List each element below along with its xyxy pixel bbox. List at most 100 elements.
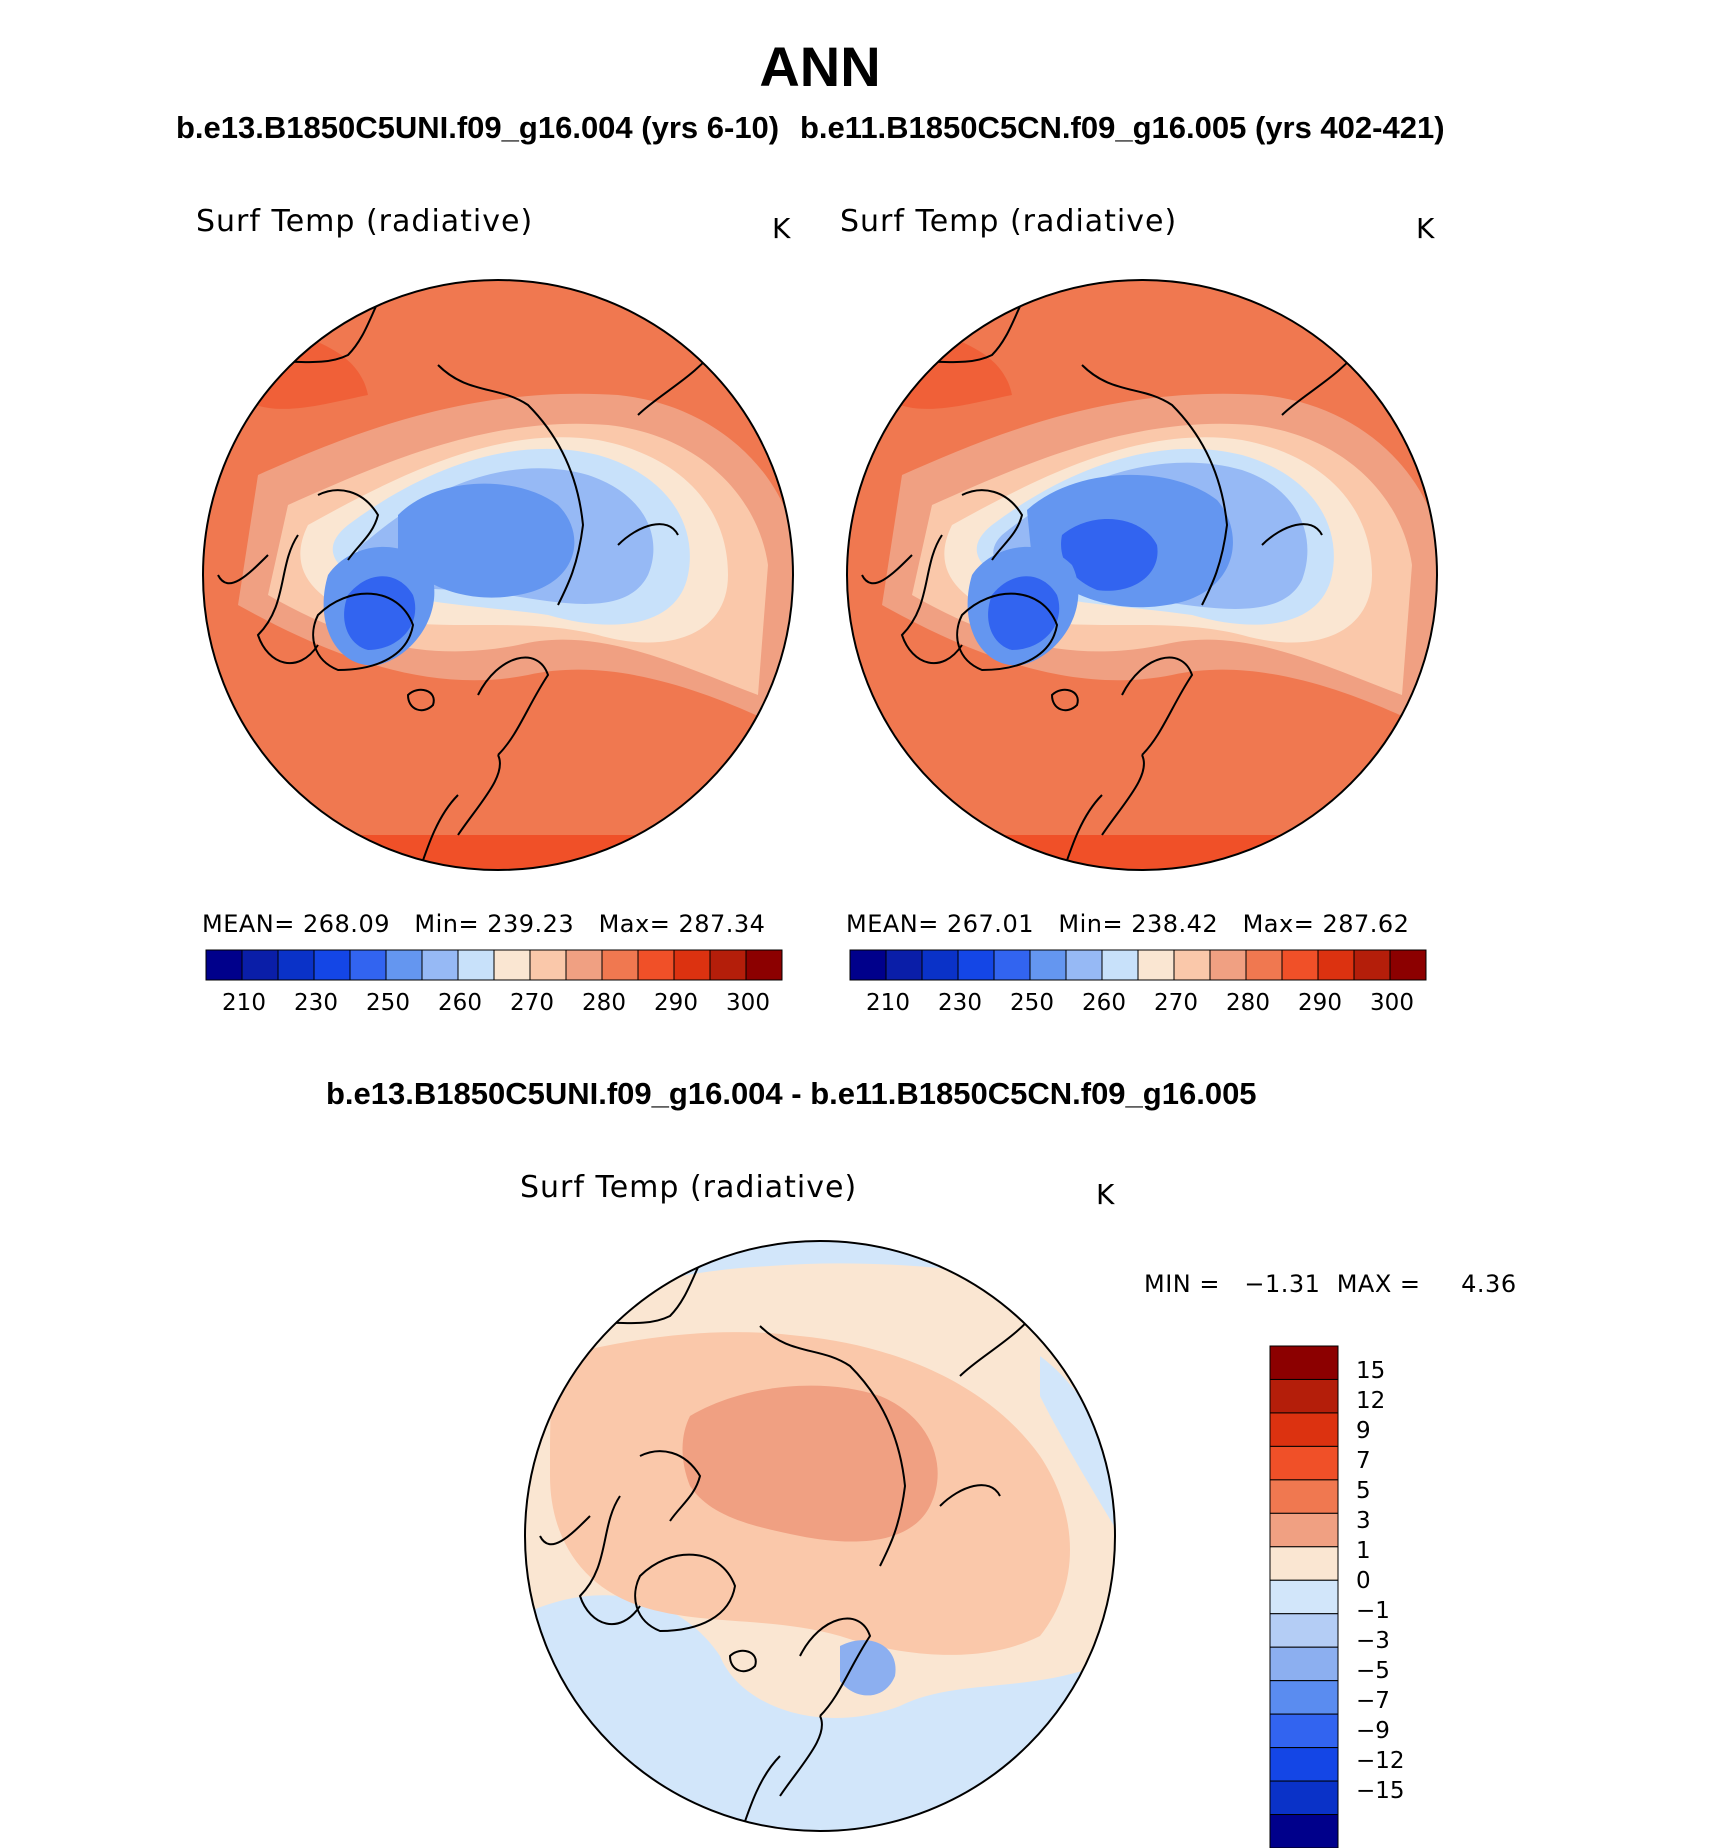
panel-2-mean-value: 267.01 [947, 910, 1034, 938]
colorbar-swatch [493, 949, 531, 981]
colorbar-swatch [1269, 1780, 1339, 1816]
panel-1-colorbar-tick: 260 [438, 990, 482, 1016]
colorbar-swatch [277, 949, 315, 981]
difference-colorbar-tick: −1 [1356, 1598, 1390, 1624]
panel-1-colorbar-tick: 270 [510, 990, 554, 1016]
difference-colorbar-tick: −5 [1356, 1658, 1390, 1684]
colorbar-swatch [1269, 1814, 1339, 1848]
panel-1-colorbar-tick: 250 [366, 990, 410, 1016]
difference-min-value: −1.31 [1244, 1270, 1321, 1298]
colorbar-swatch [1281, 949, 1319, 981]
panel-2-max-value: 287.62 [1322, 910, 1410, 938]
colorbar-swatch [1353, 949, 1391, 981]
colorbar-swatch [1269, 1546, 1339, 1581]
panel-2-min-value: 238.42 [1131, 910, 1219, 938]
panel-2-polar-map [846, 279, 1438, 871]
difference-map-border [524, 1240, 1116, 1832]
panel-2-colorbar-tick: 270 [1154, 990, 1198, 1016]
panel-2-colorbar-tick: 280 [1226, 990, 1270, 1016]
colorbar-swatch [529, 949, 567, 981]
figure-title: ANN [759, 35, 881, 98]
colorbar-swatch [565, 949, 603, 981]
panel-1-coastlines [217, 284, 779, 870]
colorbar-swatch [349, 949, 387, 981]
panel-1-colorbar-tick: 210 [222, 990, 266, 1016]
panel-1-variable-label: Surf Temp (radiative) [196, 204, 534, 239]
panel-1-max-value: 287.34 [678, 910, 766, 938]
panel-2-colorbar-tick: 210 [866, 990, 910, 1016]
panel-1-units-label: K [772, 212, 791, 245]
difference-field-cool-south [525, 1595, 1115, 1831]
panel-1-field-warmest [203, 835, 793, 870]
colorbar-swatch [1269, 1613, 1339, 1648]
difference-field-cool-scandinavia [840, 1640, 896, 1696]
colorbar-swatch [1269, 1579, 1339, 1615]
panel-2-min-label: Min= [1058, 910, 1124, 938]
difference-case-title: b.e13.B1850C5UNI.f09_g16.004 - b.e11.B18… [326, 1076, 1257, 1111]
colorbar-swatch [601, 949, 639, 981]
colorbar-swatch [1137, 949, 1175, 981]
difference-colorbar-tick: −9 [1356, 1718, 1390, 1744]
colorbar-swatch [457, 949, 495, 981]
panel-2-variable-label: Surf Temp (radiative) [840, 204, 1178, 239]
colorbar-swatch [1317, 949, 1355, 981]
colorbar-swatch [1269, 1378, 1339, 1414]
panel-1-mean-value: 268.09 [303, 910, 390, 938]
difference-units-label: K [1096, 1178, 1115, 1211]
panel-2-max-label: Max= [1242, 910, 1315, 938]
colorbar-swatch [1269, 1646, 1339, 1682]
difference-colorbar-tick: 0 [1356, 1568, 1371, 1594]
panel-2-mean-label: MEAN= [846, 910, 939, 938]
difference-polar-map [524, 1240, 1116, 1832]
panel-2-colorbar-tick: 260 [1082, 990, 1126, 1016]
panel-1-stats: MEAN= 268.09 Min= 239.23 Max= 287.34 [202, 910, 765, 938]
colorbar-swatch [1269, 1445, 1339, 1481]
difference-minmax: MIN = −1.31 MAX = 4.36 [1144, 1270, 1517, 1298]
colorbar-swatch [1245, 949, 1283, 981]
colorbar-swatch [1269, 1345, 1339, 1380]
panel-1-colorbar-tick: 230 [294, 990, 338, 1016]
colorbar-swatch [957, 949, 995, 981]
colorbar-swatch [385, 949, 423, 981]
colorbar-swatch [1029, 949, 1067, 981]
panel-2-colorbar-tick: 290 [1298, 990, 1342, 1016]
colorbar-swatch [637, 949, 675, 981]
difference-colorbar-tick: −15 [1356, 1778, 1405, 1804]
panel-2-colorbar-tick: 300 [1370, 990, 1414, 1016]
difference-colorbar-tick: 15 [1356, 1358, 1386, 1384]
colorbar-swatch [1101, 949, 1139, 981]
colorbar-swatch [673, 949, 711, 981]
difference-colorbar-tick: 9 [1356, 1418, 1371, 1444]
colorbar-swatch [241, 949, 279, 981]
difference-max-label: MAX = [1336, 1270, 1421, 1298]
panel-1-colorbar-tick: 290 [654, 990, 698, 1016]
difference-max-value: 4.36 [1461, 1270, 1517, 1298]
colorbar-swatch [1269, 1747, 1339, 1782]
colorbar-swatch [1269, 1512, 1339, 1548]
panel-1-polar-map [202, 279, 794, 871]
difference-colorbar-tick: −7 [1356, 1688, 1390, 1714]
colorbar-swatch [1269, 1713, 1339, 1749]
colorbar-swatch [1389, 949, 1427, 981]
colorbar-swatch [1209, 949, 1247, 981]
colorbar-swatch [1173, 949, 1211, 981]
colorbar-swatch [993, 949, 1031, 981]
colorbar-swatch [745, 949, 783, 981]
difference-colorbar-tick: 12 [1356, 1388, 1386, 1414]
panel-2-field-band-250 [1061, 518, 1158, 591]
colorbar-swatch [1269, 1680, 1339, 1715]
difference-colorbar-tick: −12 [1356, 1748, 1405, 1774]
panel-2-colorbar [849, 949, 1427, 981]
colorbar-swatch [421, 949, 459, 981]
difference-colorbar-tick: 5 [1356, 1478, 1371, 1504]
panel-2-units-label: K [1416, 212, 1435, 245]
panel-2-stats: MEAN= 267.01 Min= 238.42 Max= 287.62 [846, 910, 1409, 938]
panel-1-min-value: 239.23 [487, 910, 575, 938]
panel-1-case-title: b.e13.B1850C5UNI.f09_g16.004 (yrs 6-10) [176, 110, 780, 145]
colorbar-swatch [1065, 949, 1103, 981]
panel-2-colorbar-tick: 230 [938, 990, 982, 1016]
difference-colorbar-tick: 3 [1356, 1508, 1371, 1534]
colorbar-swatch [1269, 1412, 1339, 1447]
panel-2-field-warmest [847, 835, 1437, 870]
colorbar-swatch [313, 949, 351, 981]
